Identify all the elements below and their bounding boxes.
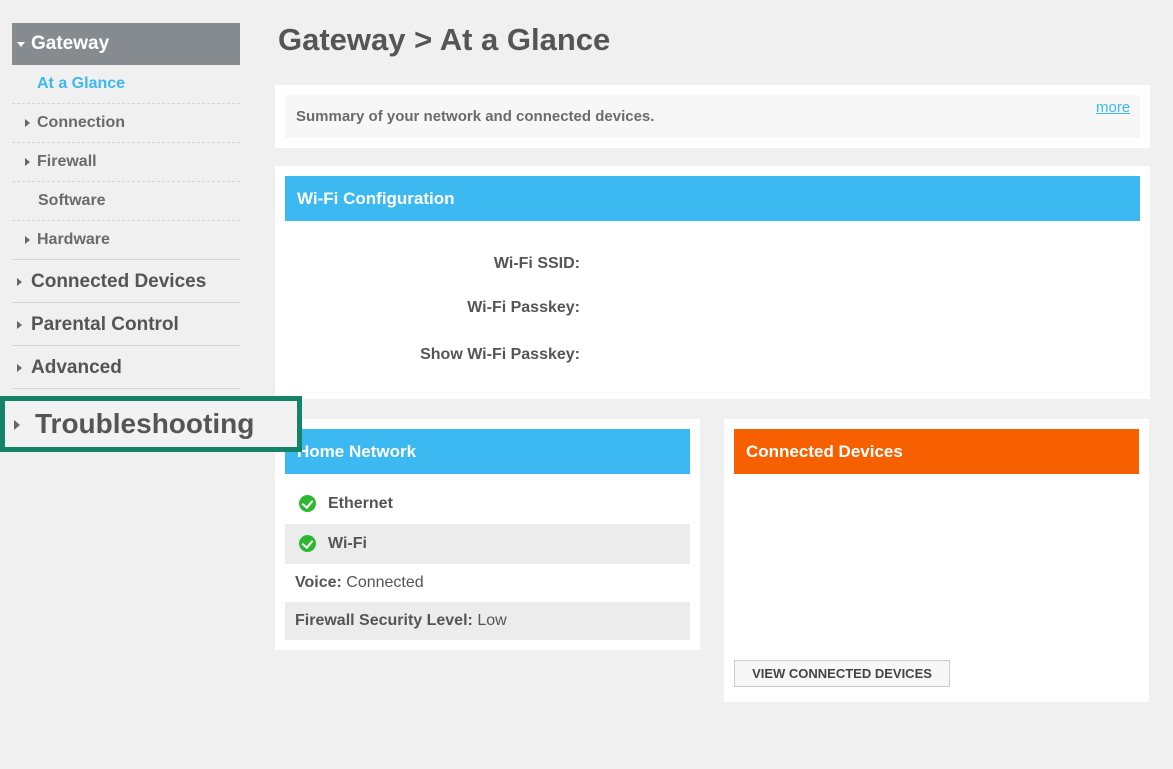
- item-label: Advanced: [31, 357, 122, 378]
- connected-devices-card: Connected Devices VIEW CONNECTED DEVICES: [724, 419, 1149, 702]
- sidebar-item-connection[interactable]: Connection: [12, 104, 240, 143]
- item-label: Hardware: [37, 231, 110, 248]
- sidebar-item-connected-devices[interactable]: Connected Devices: [12, 260, 240, 303]
- ethernet-row: Ethernet: [285, 484, 690, 524]
- show-wifi-passkey-label: Show Wi-Fi Passkey:: [420, 346, 580, 363]
- firewall-label: Firewall Security Level:: [295, 612, 473, 629]
- check-circle-icon: [299, 495, 316, 513]
- connected-devices-header: Connected Devices: [734, 429, 1139, 474]
- caret-right-icon: [25, 119, 30, 127]
- item-label: Parental Control: [31, 314, 179, 335]
- firewall-row: Firewall Security Level: Low: [285, 602, 690, 640]
- caret-right-icon: [25, 158, 30, 166]
- check-circle-icon: [299, 535, 316, 553]
- sidebar-item-firewall[interactable]: Firewall: [12, 143, 240, 182]
- item-label: Connected Devices: [31, 271, 207, 292]
- section-label: Gateway: [31, 33, 110, 54]
- voice-value: Connected: [346, 574, 424, 591]
- caret-right-icon: [25, 236, 30, 244]
- sidebar-item-software[interactable]: Software: [12, 182, 240, 221]
- wifi-ssid-label: Wi-Fi SSID:: [493, 255, 580, 272]
- caret-right-icon: [14, 420, 20, 430]
- sidebar-item-parental-control[interactable]: Parental Control: [12, 303, 240, 346]
- home-network-header: Home Network: [285, 429, 690, 474]
- caret-right-icon: [17, 364, 22, 372]
- view-connected-devices-button[interactable]: VIEW CONNECTED DEVICES: [734, 660, 950, 687]
- sidebar-item-advanced[interactable]: Advanced: [12, 346, 240, 389]
- caret-down-icon: [17, 42, 25, 47]
- sidebar-item-at-a-glance[interactable]: At a Glance: [12, 65, 240, 104]
- item-label: Firewall: [37, 153, 97, 170]
- item-label: Troubleshooting: [35, 408, 255, 439]
- firewall-value: Low: [477, 612, 507, 629]
- wifi-passkey-label: Wi-Fi Passkey:: [467, 299, 580, 316]
- ethernet-label: Ethernet: [328, 495, 393, 512]
- voice-label: Voice:: [295, 574, 342, 591]
- sidebar-item-troubleshooting[interactable]: Troubleshooting: [0, 396, 302, 452]
- voice-row: Voice: Connected: [285, 564, 690, 602]
- item-label: Connection: [37, 114, 125, 131]
- wifi-label: Wi-Fi: [328, 535, 367, 552]
- more-link[interactable]: more: [1096, 99, 1131, 116]
- summary-card: Summary of your network and connected de…: [275, 85, 1150, 148]
- wifi-config-header: Wi-Fi Configuration: [285, 176, 1140, 221]
- wifi-config-card: Wi-Fi Configuration Wi-Fi SSID: Wi-Fi Pa…: [275, 166, 1150, 399]
- caret-right-icon: [17, 278, 22, 286]
- sidebar-section-gateway[interactable]: Gateway: [12, 23, 240, 65]
- caret-right-icon: [17, 321, 22, 329]
- sidebar-item-hardware[interactable]: Hardware: [12, 221, 240, 260]
- wifi-row: Wi-Fi: [285, 524, 690, 564]
- summary-text: Summary of your network and connected de…: [296, 108, 655, 125]
- page-title: Gateway > At a Glance: [278, 22, 611, 57]
